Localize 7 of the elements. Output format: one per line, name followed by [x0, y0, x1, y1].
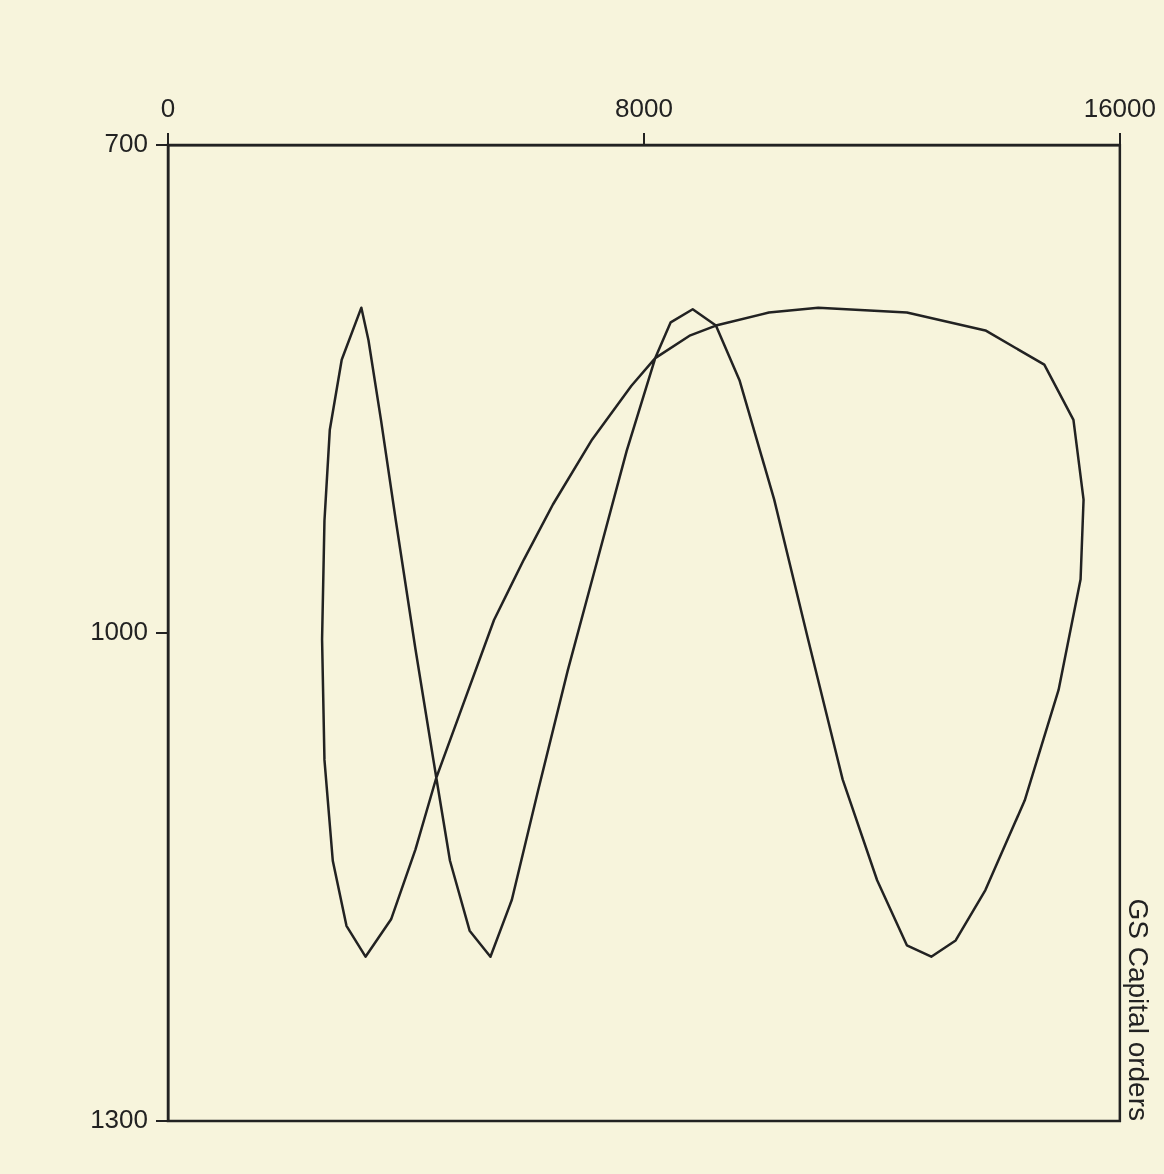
- x-tick-label: 16000: [1083, 92, 1157, 123]
- y-tick-label: 1000: [90, 616, 148, 647]
- x-tick-label: 8000: [615, 92, 673, 123]
- x-tick-label: 0: [160, 92, 176, 123]
- y-tick-label: 1300: [90, 1104, 148, 1135]
- y-tick-label: 700: [104, 128, 148, 159]
- text: GS Capital orders: [1122, 898, 1154, 1121]
